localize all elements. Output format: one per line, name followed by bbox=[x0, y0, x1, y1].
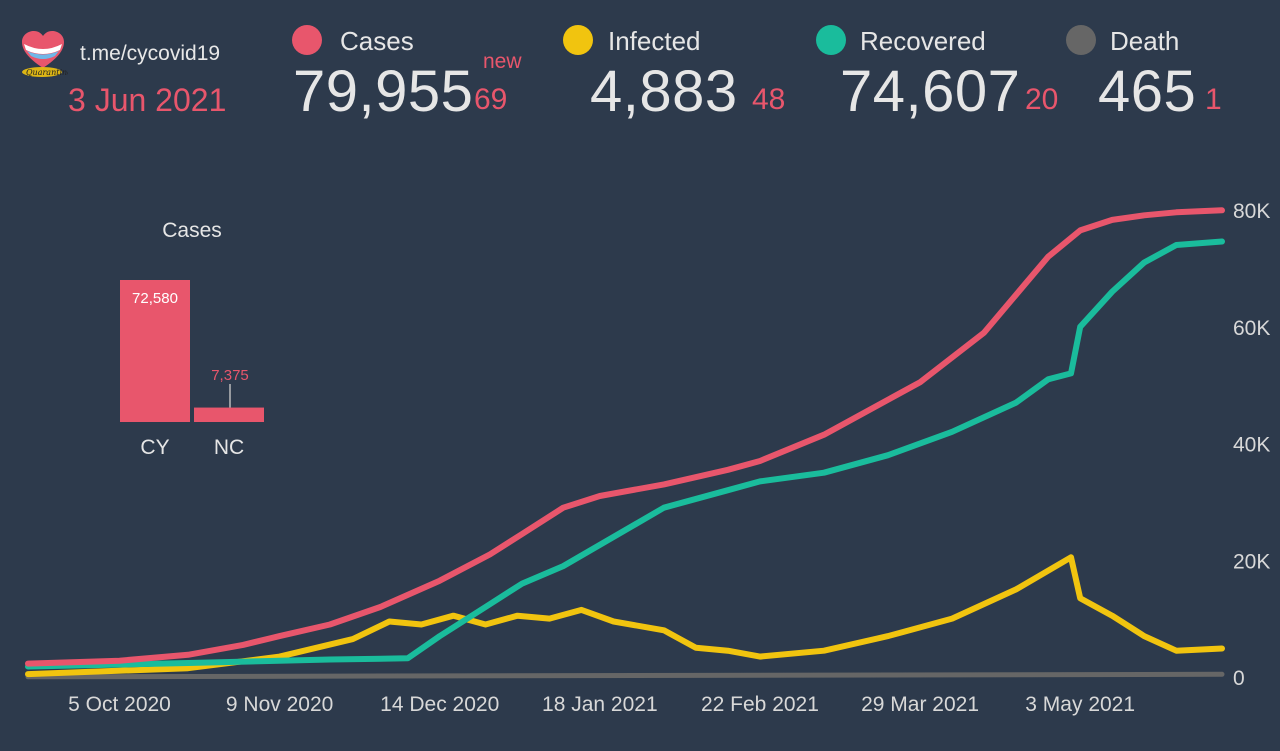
cases-legend-dot bbox=[292, 25, 322, 55]
cases-label: Cases bbox=[340, 26, 414, 56]
series-line-recovered bbox=[25, 238, 1225, 670]
death-legend-dot bbox=[1066, 25, 1096, 55]
report-date: 3 Jun 2021 bbox=[68, 82, 227, 118]
recovered-delta: 20 bbox=[1025, 83, 1059, 116]
death-delta: 1 bbox=[1205, 83, 1222, 116]
mini-value-label: 7,375 bbox=[211, 367, 249, 384]
mini-value-label: 72,580 bbox=[132, 290, 178, 307]
x-tick-label: 5 Oct 2020 bbox=[68, 693, 171, 716]
svg-text:Quarantine: Quarantine bbox=[26, 68, 68, 77]
mini-bar-cy bbox=[120, 280, 190, 422]
cases-value: 79,955 bbox=[293, 59, 474, 124]
series-line-infected bbox=[25, 554, 1225, 678]
y-tick-label: 60K bbox=[1233, 317, 1270, 340]
death-label: Death bbox=[1110, 26, 1180, 56]
mini-category-label: NC bbox=[214, 436, 244, 459]
series-layer bbox=[25, 207, 1225, 680]
y-axis: 0 20K 40K 60K 80K bbox=[1233, 200, 1270, 690]
y-tick-label: 40K bbox=[1233, 434, 1270, 457]
x-tick-label: 22 Feb 2021 bbox=[701, 693, 819, 716]
recovered-value: 74,607 bbox=[840, 59, 1021, 124]
cases-delta: 69 bbox=[474, 83, 508, 116]
heart-flag-logo: Quarantine bbox=[18, 28, 72, 80]
x-tick-label: 18 Jan 2021 bbox=[542, 693, 658, 716]
series-line-death bbox=[25, 671, 1225, 680]
mini-category-label: CY bbox=[140, 436, 169, 459]
y-tick-label: 20K bbox=[1233, 550, 1270, 573]
x-tick-label: 29 Mar 2021 bbox=[861, 693, 979, 716]
recovered-label: Recovered bbox=[860, 26, 986, 56]
new-label: new bbox=[483, 50, 522, 73]
mini-bar-nc bbox=[194, 407, 264, 422]
x-tick-label: 9 Nov 2020 bbox=[226, 693, 333, 716]
mini-bars: CY 72,580 NC 7,375 bbox=[120, 280, 264, 459]
infected-delta: 48 bbox=[752, 83, 786, 116]
infected-legend-dot bbox=[563, 25, 593, 55]
infected-value: 4,883 bbox=[590, 59, 738, 124]
x-tick-label: 3 May 2021 bbox=[1025, 693, 1135, 716]
infected-label: Infected bbox=[608, 26, 701, 56]
telegram-link[interactable]: t.me/cycovid19 bbox=[80, 42, 221, 65]
mini-chart-title: Cases bbox=[162, 219, 222, 242]
y-tick-label: 0 bbox=[1233, 667, 1245, 690]
series-line-cases bbox=[25, 207, 1225, 667]
x-tick-label: 14 Dec 2020 bbox=[380, 693, 499, 716]
cases-by-region-chart: Cases CY 72,580 NC 7,375 bbox=[120, 219, 264, 459]
y-tick-label: 80K bbox=[1233, 200, 1270, 223]
death-value: 465 bbox=[1098, 59, 1197, 124]
recovered-legend-dot bbox=[816, 25, 846, 55]
x-axis: 5 Oct 2020 9 Nov 2020 14 Dec 2020 18 Jan 20… bbox=[68, 693, 1135, 716]
